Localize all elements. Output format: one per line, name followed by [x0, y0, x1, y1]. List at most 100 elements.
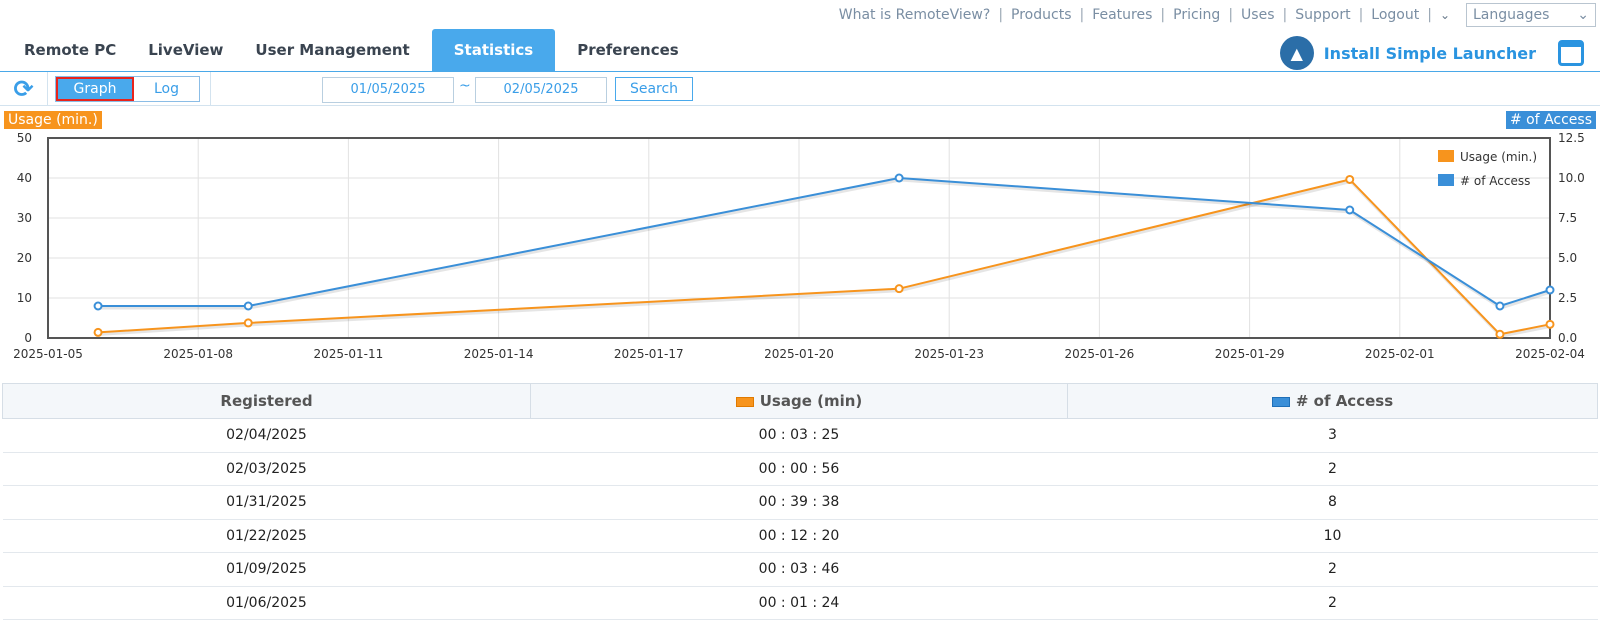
x-tick-label: 2025-02-01	[1365, 347, 1435, 361]
y-left-tick-label: 20	[17, 251, 32, 265]
column-header-usage[interactable]: Usage (min)	[530, 383, 1068, 419]
x-tick-label: 2025-01-08	[163, 347, 233, 361]
statistics-toolbar: ⟳ Graph Log 01/05/2025 ~ 02/05/2025 Sear…	[0, 72, 1600, 106]
toolbar-divider	[210, 72, 211, 106]
table-row: 02/03/2025 00 : 00 : 56 2	[2, 452, 1598, 486]
start-date-input[interactable]: 01/05/2025	[322, 77, 454, 103]
series-line-shadow	[99, 178, 1552, 310]
log-button[interactable]: Log	[153, 81, 179, 97]
cell-access: 3	[1067, 418, 1598, 453]
x-tick-label: 2025-01-05	[13, 347, 83, 361]
cell-usage: 00 : 39 : 38	[530, 485, 1068, 520]
x-tick-label: 2025-01-26	[1065, 347, 1135, 361]
languages-select-value: Languages	[1473, 7, 1550, 23]
column-header-label: # of Access	[1295, 392, 1394, 410]
graph-button[interactable]: Graph	[56, 77, 134, 101]
y-right-tick-label: 2.5	[1558, 291, 1577, 305]
data-point	[1345, 174, 1355, 184]
tab-statistics[interactable]: Statistics	[431, 29, 556, 71]
legend-label: Usage (min.)	[1460, 150, 1537, 164]
y-left-tick-label: 10	[17, 291, 32, 305]
tab-preferences[interactable]: Preferences	[577, 41, 679, 59]
data-point	[1545, 319, 1555, 329]
data-point	[894, 173, 904, 183]
column-header-label: Registered	[220, 392, 313, 410]
table-row: 01/22/2025 00 : 12 : 20 10	[2, 519, 1598, 553]
x-tick-label: 2025-01-29	[1215, 347, 1285, 361]
nav-link-support[interactable]: Support	[1295, 7, 1351, 23]
cell-access: 10	[1067, 519, 1598, 553]
window-icon[interactable]	[1558, 40, 1584, 66]
cell-registered: 02/04/2025	[2, 418, 531, 453]
nav-separator: |	[1160, 7, 1166, 23]
column-header-registered[interactable]: Registered	[2, 383, 531, 419]
series-line-shadow	[98, 179, 1552, 338]
tab-liveview[interactable]: LiveView	[148, 41, 224, 59]
nav-link-products[interactable]: Products	[1011, 7, 1072, 23]
install-launcher-label[interactable]: Install Simple Launcher	[1323, 43, 1536, 63]
y-left-tick-label: 50	[17, 131, 32, 145]
nav-separator: |	[998, 7, 1004, 23]
nav-link-uses[interactable]: Uses	[1241, 7, 1275, 23]
y-left-tick-label: 0	[24, 331, 32, 345]
chevron-down-icon: ⌄	[1577, 7, 1589, 23]
table-row: 01/31/2025 00 : 39 : 38 8	[2, 485, 1598, 520]
table-row: 01/09/2025 00 : 03 : 46 2	[2, 552, 1598, 587]
install-launcher[interactable]: ▲ Install Simple Launcher	[1279, 36, 1584, 70]
table-header-row: Registered Usage (min) # of Access	[2, 383, 1598, 419]
data-point	[1495, 301, 1505, 311]
cell-usage: 00 : 00 : 56	[530, 452, 1068, 486]
data-point	[93, 301, 103, 311]
languages-select[interactable]: Languages ⌄	[1466, 3, 1596, 27]
data-point	[894, 284, 904, 294]
cell-registered: 01/22/2025	[2, 519, 531, 553]
data-point	[1495, 329, 1505, 339]
table-row: 01/06/2025 00 : 01 : 24 2	[2, 586, 1598, 620]
x-tick-label: 2025-01-14	[464, 347, 534, 361]
nav-link-what-is[interactable]: What is RemoteView?	[838, 7, 991, 23]
nav-separator: |	[1282, 7, 1288, 23]
account-chevron-down-icon[interactable]: ⌄	[1439, 8, 1450, 22]
series-line	[98, 176, 1551, 308]
date-range-separator: ~	[459, 78, 471, 94]
y-right-tick-label: 7.5	[1558, 211, 1577, 225]
main-tabs: Remote PC LiveView User Management Stati…	[0, 29, 1600, 72]
cell-usage: 00 : 03 : 25	[530, 418, 1068, 453]
nav-separator: |	[1427, 7, 1432, 23]
usage-legend-swatch	[735, 396, 754, 407]
cell-registered: 02/03/2025	[2, 452, 531, 486]
right-axis-label: # of Access	[1505, 111, 1596, 129]
y-right-tick-label: 5.0	[1558, 251, 1577, 265]
legend-swatch	[1438, 150, 1454, 162]
y-right-tick-label: 0.0	[1558, 331, 1577, 345]
cell-access: 2	[1067, 552, 1598, 587]
x-tick-label: 2025-01-20	[764, 347, 834, 361]
end-date-input[interactable]: 02/05/2025	[475, 77, 607, 103]
legend-label: # of Access	[1460, 174, 1530, 188]
cell-usage: 00 : 12 : 20	[530, 519, 1068, 553]
nav-link-pricing[interactable]: Pricing	[1173, 7, 1221, 23]
view-mode-toggle: Graph Log	[55, 76, 200, 102]
cell-registered: 01/09/2025	[2, 552, 531, 587]
nav-separator: |	[1358, 7, 1364, 23]
table-row: 02/04/2025 00 : 03 : 25 3	[2, 418, 1598, 453]
data-point	[243, 318, 253, 328]
refresh-icon[interactable]: ⟳	[0, 72, 48, 106]
usage-chart: Usage (min.) # of Access 0 0.0 10 2.5 20 5.0 3…	[0, 108, 1600, 374]
cell-registered: 01/06/2025	[2, 586, 531, 620]
x-tick-label: 2025-01-23	[914, 347, 984, 361]
data-point	[243, 301, 253, 311]
plot-frame	[47, 137, 1551, 339]
column-header-label: Usage (min)	[759, 392, 863, 410]
y-left-tick-label: 30	[17, 211, 32, 225]
legend-swatch	[1438, 174, 1454, 186]
search-button[interactable]: Search	[615, 77, 693, 101]
nav-link-logout[interactable]: Logout	[1371, 7, 1420, 23]
cell-access: 2	[1067, 586, 1598, 620]
x-tick-label: 2025-01-17	[614, 347, 684, 361]
rocket-icon: ▲	[1279, 36, 1314, 70]
tab-user-management[interactable]: User Management	[255, 41, 410, 59]
column-header-access[interactable]: # of Access	[1067, 383, 1598, 419]
nav-link-features[interactable]: Features	[1092, 7, 1153, 23]
tab-remote-pc[interactable]: Remote PC	[24, 41, 117, 59]
